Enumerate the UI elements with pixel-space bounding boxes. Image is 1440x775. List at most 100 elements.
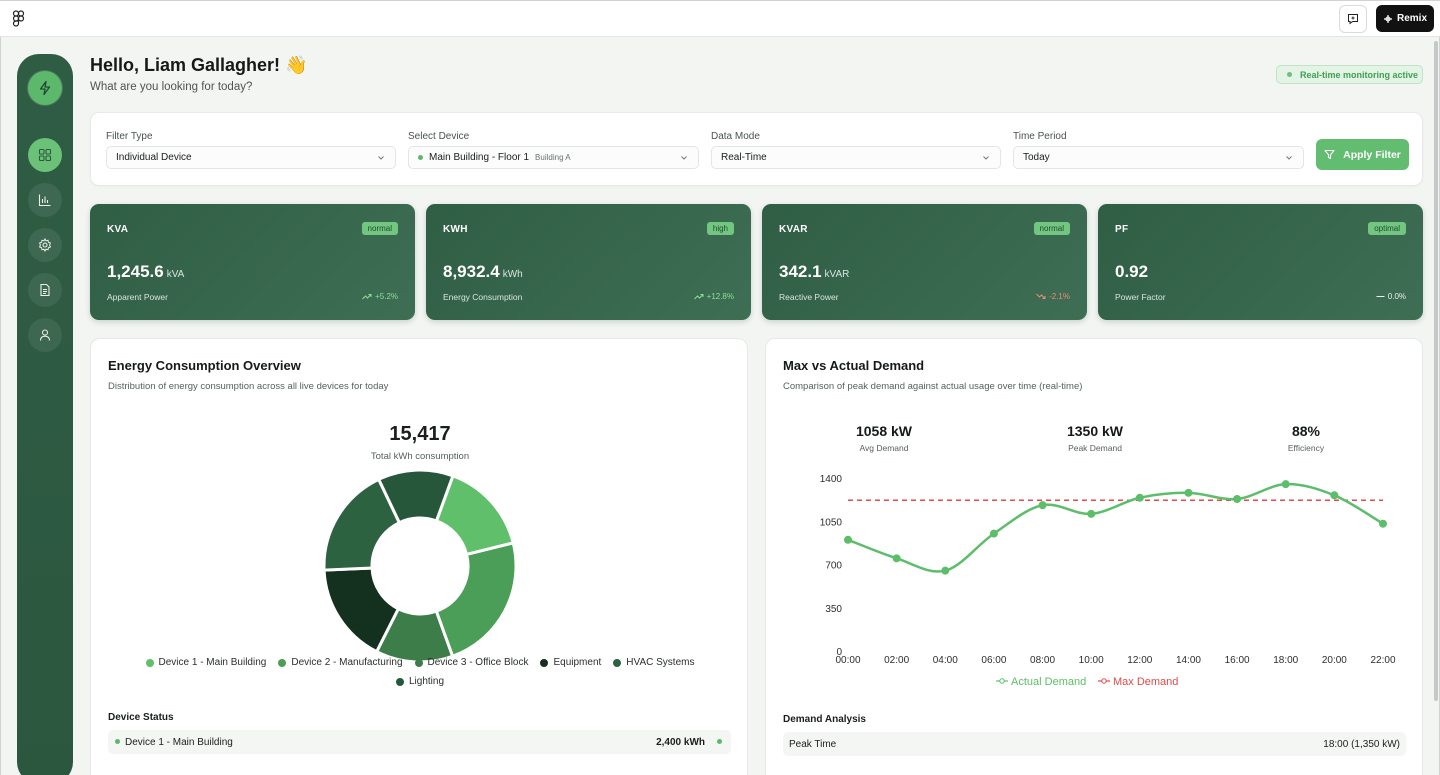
donut-slice[interactable] — [376, 470, 455, 525]
actual-demand-point[interactable] — [1038, 501, 1047, 510]
metric-status-tag: normal — [1033, 222, 1070, 235]
data-mode-select[interactable]: Real-Time — [711, 146, 1001, 169]
legend-item[interactable]: Device 2 - Manufacturing — [278, 657, 403, 668]
dashboard-grid-icon — [38, 148, 52, 162]
filter-panel: Filter Type Individual Device Select Dev… — [90, 112, 1423, 186]
y-tick-label: 700 — [825, 561, 842, 572]
analysis-key: Peak Time — [789, 739, 837, 750]
actual-demand-point[interactable] — [1184, 488, 1193, 497]
sidebar-item-analytics[interactable] — [28, 183, 62, 217]
time-period-select[interactable]: Today — [1013, 146, 1304, 169]
legend-label: Device 3 - Office Block — [427, 657, 529, 668]
sidebar-logo[interactable] — [28, 71, 62, 105]
page-title: Hello, Liam Gallagher! 👋 — [90, 55, 308, 75]
actual-demand-line — [847, 482, 1384, 573]
select-device-select[interactable]: Main Building - Floor 1 Building A — [408, 146, 699, 169]
stat-value: 1350 kW — [1066, 423, 1124, 439]
remix-icon — [1383, 14, 1392, 23]
actual-demand-point[interactable] — [989, 529, 998, 538]
legend-item[interactable]: Device 3 - Office Block — [414, 657, 529, 668]
stat-value: 88% — [1291, 423, 1321, 439]
remix-button[interactable]: Remix — [1376, 5, 1434, 32]
demand-line-chart: 0 350 700 1050 1400 00:00 02:00 04:00 06:00 08:00… — [820, 474, 1396, 688]
legend-item[interactable]: Lighting — [395, 676, 445, 687]
scrollbar[interactable] — [1432, 37, 1440, 775]
legend-item[interactable]: Actual Demand — [996, 676, 1086, 688]
metric-value-wrap: 1,245.6 kVA — [107, 262, 184, 282]
metric-name: PF — [1115, 224, 1129, 235]
chevron-down-icon — [983, 156, 989, 160]
time-period-label: Time Period — [1013, 131, 1067, 142]
legend-label: Actual Demand — [1011, 676, 1086, 688]
metric-value: 342.1 — [779, 262, 822, 281]
legend-marker — [999, 678, 1005, 684]
legend-item[interactable]: HVAC Systems — [613, 657, 694, 668]
time-period-value: Today — [1023, 152, 1050, 163]
data-mode-value: Real-Time — [721, 152, 767, 163]
trend-up-icon — [362, 294, 372, 300]
actual-demand-point[interactable] — [1281, 480, 1290, 489]
metric-card-kvar[interactable]: KVAR normal 342.1 kVAR Reactive Power -2.… — [762, 204, 1087, 320]
scrollbar-thumb[interactable] — [1434, 41, 1438, 701]
actual-demand-point[interactable] — [1330, 491, 1339, 500]
legend-item[interactable]: Device 1 - Main Building — [145, 657, 266, 668]
legend-marker — [1101, 678, 1107, 684]
apply-filter-label: Apply Filter — [1343, 148, 1401, 161]
filter-type-label: Filter Type — [106, 131, 153, 142]
actual-demand-point[interactable] — [1379, 519, 1387, 528]
x-tick-label: 08:00 — [1030, 655, 1055, 666]
analysis-value: 18:00 (1,350 kW) — [1323, 739, 1400, 750]
filter-type-select[interactable]: Individual Device — [106, 146, 396, 169]
metric-status-tag: high — [706, 222, 734, 235]
sidebar-item-dashboard[interactable] — [28, 138, 62, 172]
actual-demand-point[interactable] — [1135, 493, 1144, 502]
actual-demand-point[interactable] — [1087, 509, 1096, 518]
legend-swatch — [414, 658, 423, 667]
energy-card-title: Energy Consumption Overview — [108, 358, 301, 373]
actual-demand-point[interactable] — [844, 535, 852, 544]
trend-up-icon — [693, 294, 704, 300]
demand-analysis-row: Peak Time 18:00 (1,350 kW) — [783, 732, 1406, 756]
legend-label: Device 2 - Manufacturing — [291, 657, 403, 668]
actual-demand-point[interactable] — [1233, 495, 1242, 504]
device-online-indicator — [717, 739, 722, 744]
actual-demand-point[interactable] — [941, 566, 950, 575]
legend-label: Max Demand — [1113, 676, 1178, 688]
y-tick-label: 1400 — [820, 474, 843, 485]
device-status-value: 2,400 kWh — [656, 737, 705, 748]
status-badge-label: Real-time monitoring active — [1300, 69, 1419, 80]
y-tick-label: 350 — [825, 604, 842, 615]
legend-item[interactable]: Equipment — [540, 657, 601, 668]
demand-card-subtitle: Comparison of peak demand against actual… — [783, 381, 1083, 392]
comment-button[interactable] — [1339, 5, 1367, 33]
apply-filter-button[interactable]: Apply Filter — [1316, 139, 1409, 170]
demand-card: Max vs Actual Demand Comparison of peak … — [765, 338, 1423, 775]
metric-card-kwh[interactable]: KWH high 8,932.4 kWh Energy Consumption +… — [426, 204, 751, 320]
page-subtitle: What are you looking for today? — [90, 81, 253, 93]
sidebar-item-profile[interactable] — [28, 318, 62, 352]
legend-item[interactable]: Max Demand — [1098, 676, 1178, 688]
donut-slice[interactable] — [434, 541, 518, 659]
metric-card-kva[interactable]: KVA normal 1,245.6 kVA Apparent Power +5.… — [90, 204, 415, 320]
metric-trend-value: 0.0% — [1387, 292, 1406, 301]
device-status-row[interactable]: Device 1 - Main Building 2,400 kWh — [108, 730, 731, 754]
sidebar-item-settings[interactable] — [28, 228, 62, 262]
chevron-down-icon — [378, 156, 384, 160]
x-tick-label: 04:00 — [933, 655, 958, 666]
metric-trend: +12.8% — [693, 292, 734, 301]
select-device-value: Main Building - Floor 1 — [429, 152, 530, 163]
metric-status-tag: optimal — [1368, 222, 1406, 235]
sidebar-item-reports[interactable] — [28, 273, 62, 307]
donut-legend: Device 1 - Main Building Device 2 - Manuf… — [121, 657, 719, 687]
metric-value-wrap: 8,932.4 kWh — [443, 262, 523, 282]
data-mode-label: Data Mode — [711, 131, 760, 142]
x-tick-label: 16:00 — [1225, 655, 1250, 666]
legend-label: Lighting — [408, 676, 445, 687]
energy-consumption-card: Energy Consumption Overview Distribution… — [90, 338, 748, 775]
figma-logo-icon — [12, 10, 25, 27]
bolt-icon — [39, 80, 51, 96]
metric-card-pf[interactable]: PF optimal 0.92 Power Factor 0.0% — [1098, 204, 1423, 320]
metric-status-tag: normal — [361, 222, 398, 235]
metric-unit: kVA — [166, 269, 185, 280]
actual-demand-point[interactable] — [892, 554, 901, 563]
